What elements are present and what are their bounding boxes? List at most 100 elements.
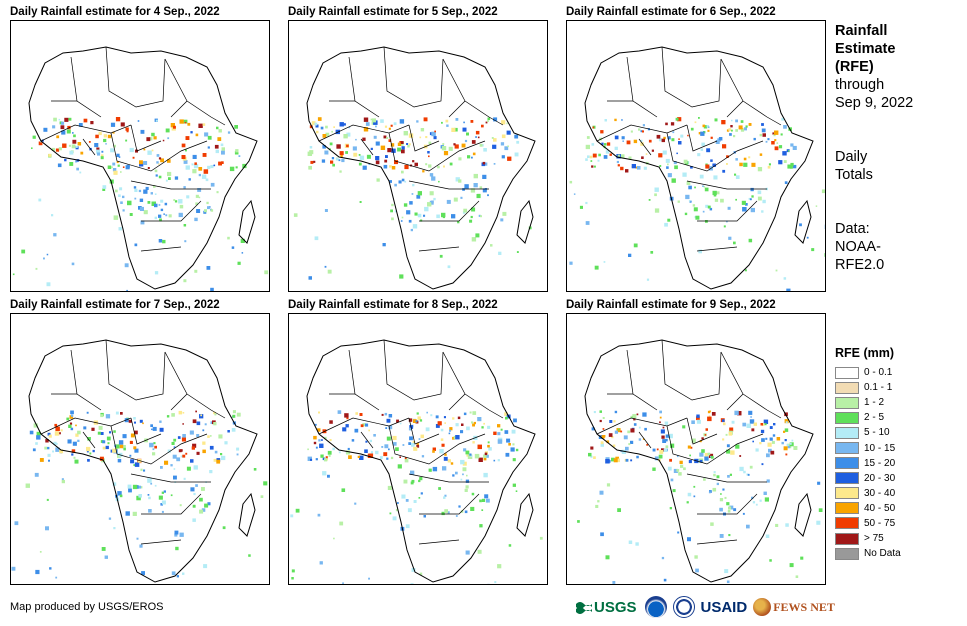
rain-cell — [746, 423, 751, 428]
rain-cell — [444, 509, 448, 513]
legend-swatch — [835, 396, 859, 409]
rain-cell — [776, 437, 781, 441]
rain-cell — [497, 564, 502, 569]
rain-cell — [447, 265, 451, 269]
rain-cell — [447, 459, 451, 463]
rain-cell — [64, 158, 67, 162]
country-border — [130, 180, 211, 190]
rain-cell — [423, 214, 426, 217]
rain-cell — [248, 554, 251, 557]
country-border — [638, 138, 652, 156]
rain-cell — [171, 413, 175, 417]
rain-cell — [174, 200, 178, 203]
rain-cell — [716, 482, 719, 486]
rain-cell — [101, 547, 106, 551]
rain-cell — [628, 253, 632, 257]
rain-cell — [161, 491, 164, 494]
rain-cell — [102, 440, 106, 444]
map-panel-sep-4: Daily Rainfall estimate for 4 Sep., 2022 — [10, 4, 270, 294]
rain-cell — [366, 154, 371, 159]
rain-cell — [143, 210, 148, 215]
rain-cell — [35, 442, 38, 445]
rain-cell — [119, 444, 124, 449]
rain-cell — [707, 452, 711, 456]
rain-cell — [325, 125, 328, 129]
rain-cell — [508, 544, 512, 547]
rain-cell — [463, 448, 467, 452]
rain-cell — [815, 205, 818, 207]
rain-cell — [764, 497, 769, 502]
rain-cell — [328, 454, 331, 457]
rain-cell — [416, 444, 420, 448]
rain-cell — [409, 436, 413, 441]
rain-cell — [441, 146, 447, 151]
rain-cell — [381, 446, 384, 448]
rain-cell — [440, 438, 444, 441]
rain-cell — [432, 447, 436, 451]
rain-cell — [415, 420, 418, 423]
rain-cell — [658, 454, 663, 459]
rain-cell — [389, 512, 392, 515]
rain-cell — [222, 526, 226, 530]
fews-net-logo: FEWS NET — [773, 599, 835, 614]
rain-cell — [373, 135, 377, 139]
rain-cell — [151, 428, 153, 431]
rain-cell — [455, 118, 459, 121]
rain-cell — [735, 444, 740, 449]
rain-cell — [483, 454, 487, 458]
rain-cell — [769, 437, 773, 441]
rain-cell — [154, 203, 158, 208]
rain-cell — [704, 434, 707, 436]
rain-cell — [457, 416, 461, 420]
rain-cell — [438, 180, 440, 183]
rain-cell — [343, 134, 348, 139]
rain-cell — [636, 455, 639, 459]
legend-label: 50 - 75 — [864, 517, 896, 529]
rain-cell — [126, 289, 128, 291]
rain-cell — [320, 126, 324, 130]
rain-cell — [421, 455, 425, 458]
rain-cell — [136, 537, 139, 540]
through-label: through — [835, 77, 885, 93]
rain-cell — [107, 442, 110, 445]
rain-cell — [240, 238, 245, 243]
country-border — [419, 493, 480, 515]
rain-cell — [768, 448, 772, 453]
rain-cell — [455, 515, 458, 517]
rain-cell — [387, 148, 392, 153]
rain-cell — [449, 427, 453, 431]
rain-cell — [420, 128, 425, 132]
rain-cell — [141, 571, 145, 575]
rain-cell — [514, 152, 519, 157]
rain-cell — [404, 164, 409, 170]
legend-label: 0 - 0.1 — [864, 367, 893, 379]
rain-cell — [395, 447, 399, 451]
rain-cell — [202, 153, 207, 157]
rain-cell — [242, 163, 247, 169]
rain-cell — [390, 124, 393, 127]
rain-cell — [218, 161, 222, 166]
rain-cell — [711, 412, 716, 416]
rain-cell — [601, 142, 604, 145]
rain-cell — [221, 161, 224, 164]
rain-cell — [462, 211, 466, 214]
rain-cell — [207, 135, 212, 140]
rain-cell — [196, 451, 200, 455]
rain-cell — [784, 439, 787, 442]
rain-cell — [138, 189, 142, 193]
rain-cell — [688, 200, 691, 202]
rain-cell — [694, 121, 697, 124]
rain-cell — [408, 133, 414, 138]
rain-cell — [588, 452, 592, 457]
legend-swatch — [835, 517, 859, 530]
rain-cell — [160, 158, 164, 163]
rain-cell — [598, 153, 601, 157]
rain-cell — [441, 511, 445, 516]
data-line1: Data: — [835, 221, 870, 237]
rain-cell — [569, 261, 573, 265]
rain-cell — [195, 202, 198, 205]
rain-cell — [577, 520, 580, 523]
rain-cell — [719, 534, 724, 538]
rain-cell — [587, 155, 590, 158]
rain-cell — [733, 241, 736, 245]
